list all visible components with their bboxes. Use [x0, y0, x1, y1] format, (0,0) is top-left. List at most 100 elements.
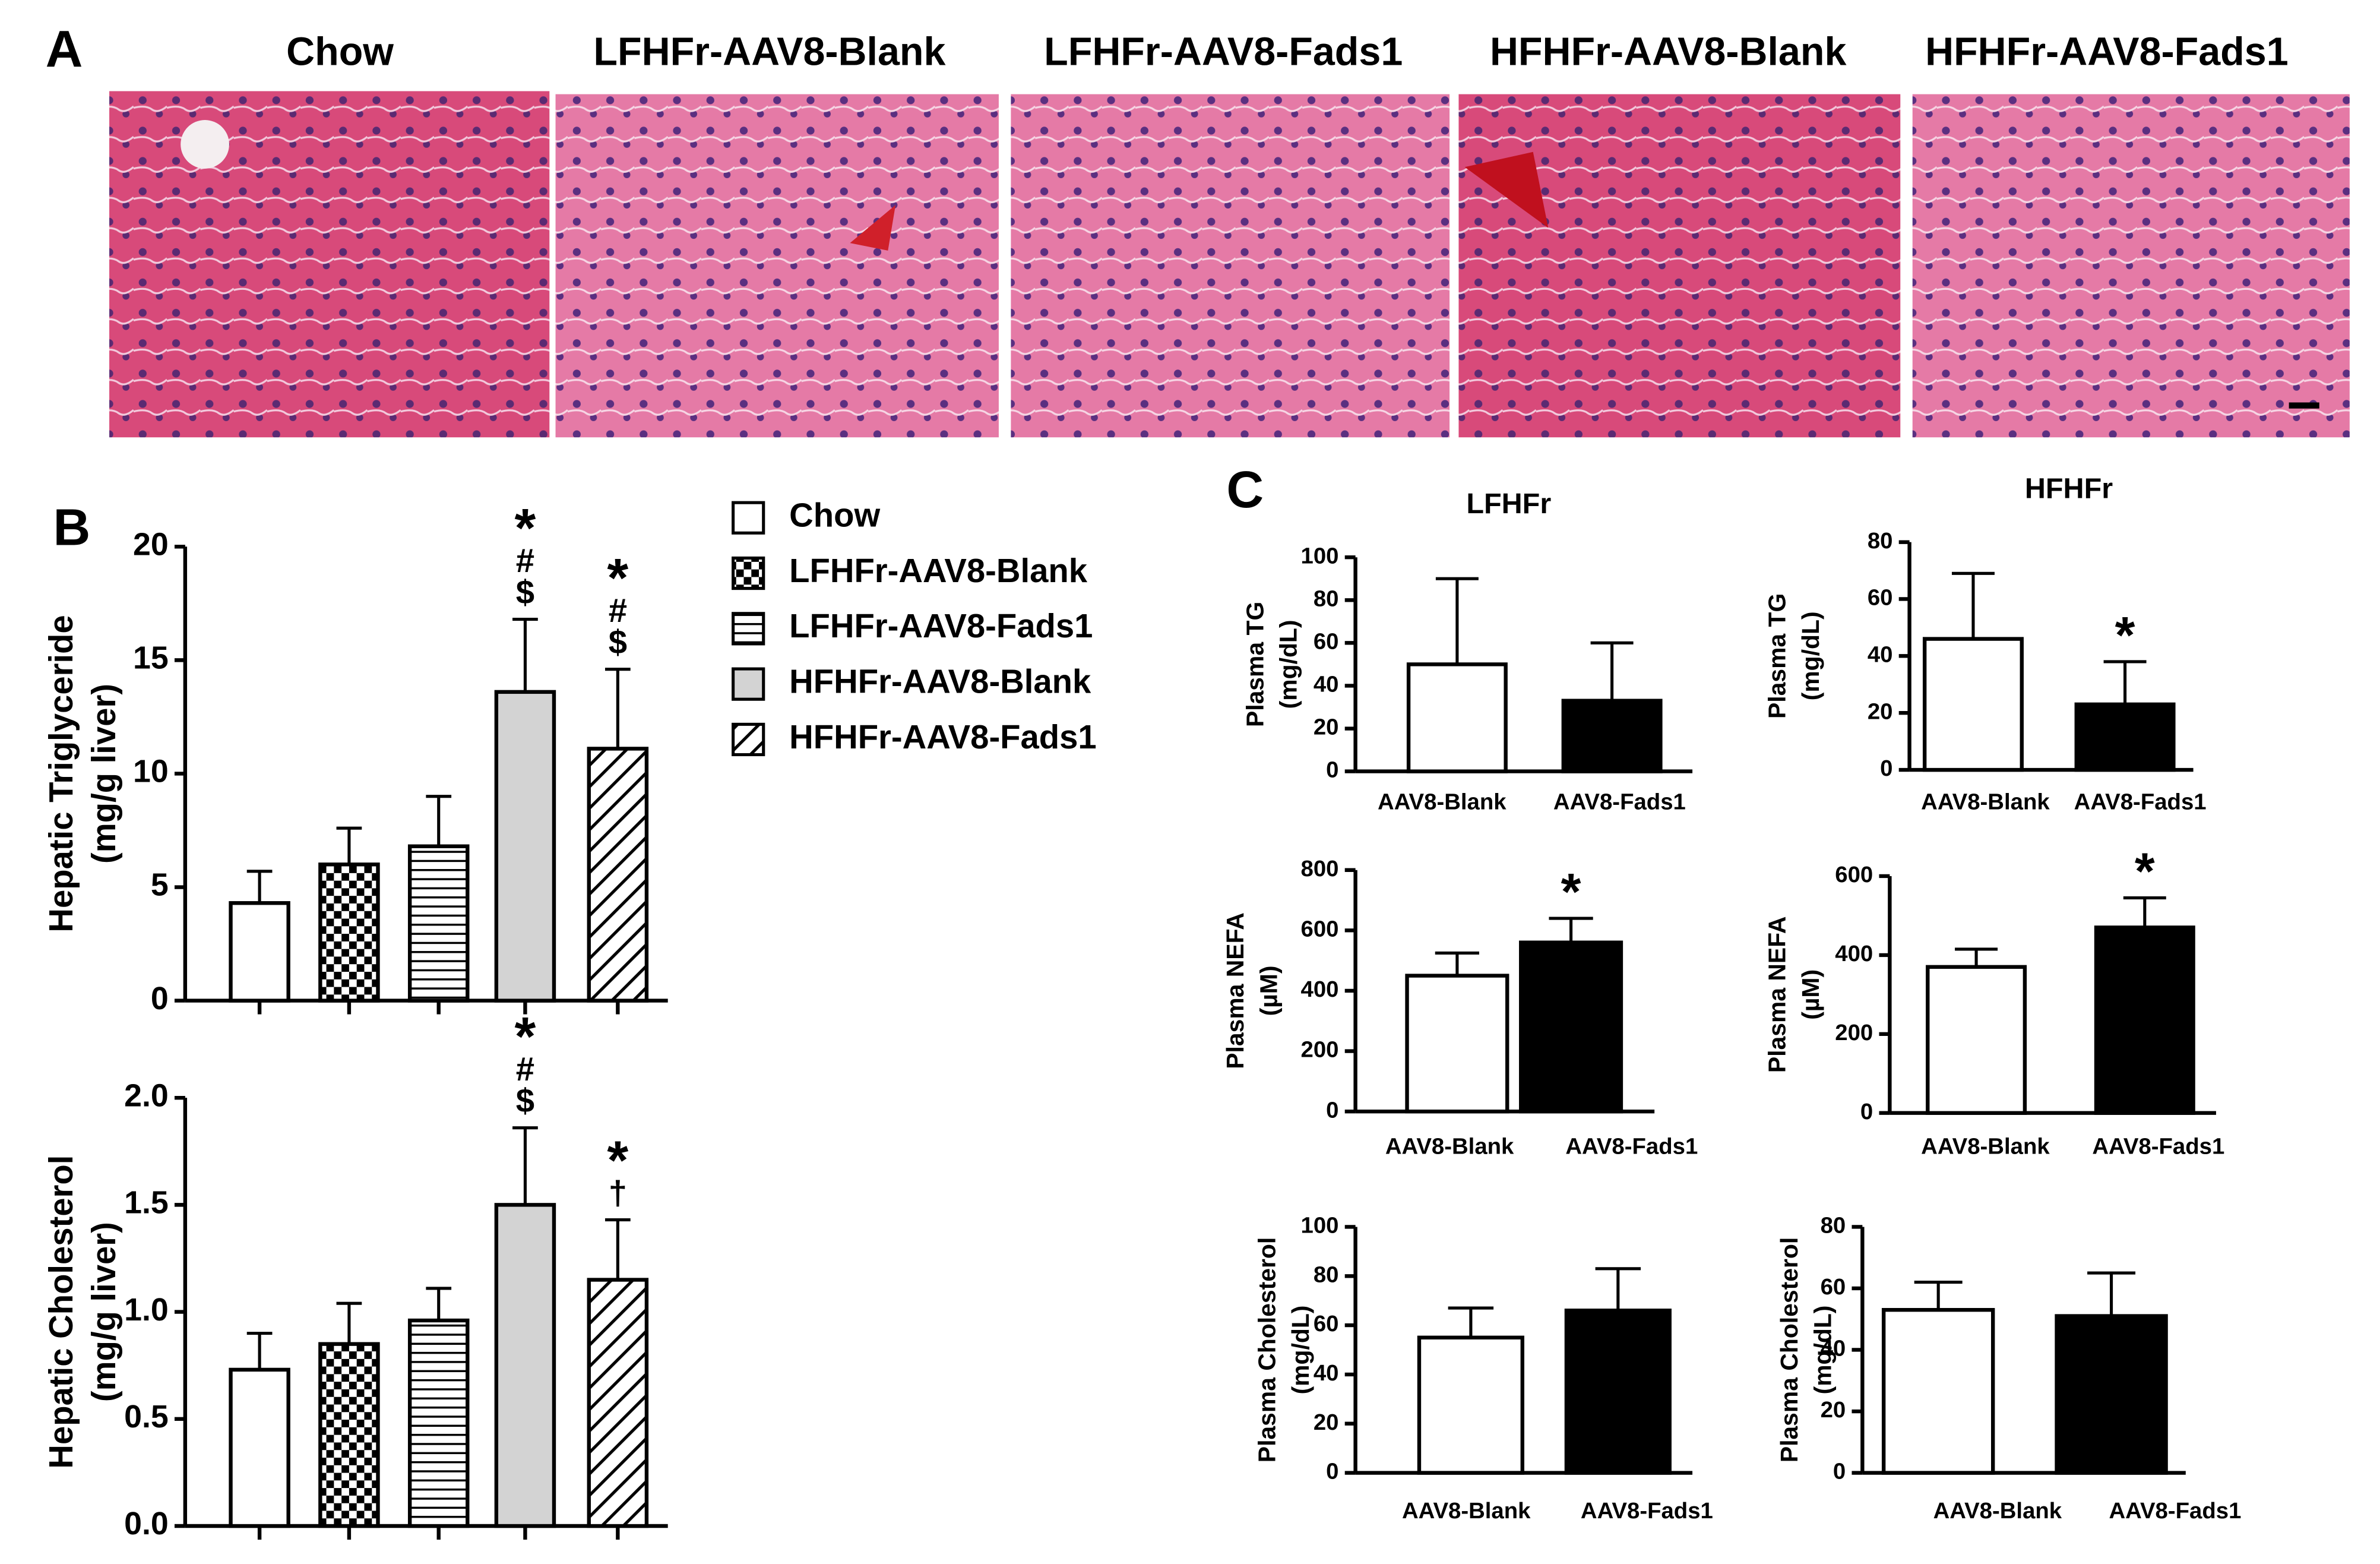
- y-tick-label: 100: [1301, 543, 1339, 568]
- histology-image: [1458, 94, 1901, 438]
- y-axis-label: (µM): [1797, 969, 1824, 1020]
- vessel: [850, 205, 896, 251]
- y-tick-label: 1.5: [124, 1185, 169, 1221]
- bar: [1519, 940, 1623, 1114]
- y-tick-label: 400: [1301, 977, 1339, 1002]
- bar: [318, 1342, 380, 1528]
- bar: [407, 844, 470, 1003]
- column-title: HFHFr: [2025, 473, 2113, 505]
- y-tick-label: 60: [1314, 1311, 1339, 1336]
- histology-images: [109, 91, 2350, 438]
- y-tick-label: 80: [1314, 1262, 1339, 1287]
- legend-label: LFHFr-AAV8-Fads1: [789, 607, 1093, 644]
- y-tick-label: 0: [1326, 1097, 1338, 1123]
- y-tick-label: 0: [1880, 756, 1892, 781]
- y-tick-label: 60: [1821, 1274, 1846, 1300]
- y-tick-label: 800: [1301, 856, 1339, 881]
- legend-label: HFHFr-AAV8-Blank: [789, 662, 1091, 700]
- y-tick-label: 0.5: [124, 1399, 169, 1435]
- x-tick-label: AAV8-Blank: [1921, 789, 2050, 814]
- y-tick-label: 200: [1835, 1020, 1873, 1045]
- panel-label: A: [46, 21, 83, 78]
- y-tick-label: 200: [1301, 1037, 1339, 1063]
- y-tick-label: 40: [1314, 1360, 1339, 1386]
- y-tick-label: 600: [1835, 862, 1873, 887]
- panel-label: C: [1226, 461, 1264, 519]
- y-tick-label: 0: [151, 981, 169, 1016]
- y-axis-label: Plasma TG: [1764, 593, 1791, 719]
- y-axis-label: (µM): [1255, 966, 1282, 1016]
- bar: [2094, 925, 2195, 1115]
- bar: [2074, 702, 2176, 772]
- bar: [587, 1278, 649, 1528]
- significance-mark: #: [516, 1050, 534, 1088]
- y-axis-label: Plasma NEFA: [1764, 917, 1791, 1073]
- significance-mark: *: [515, 1006, 536, 1067]
- image-title: LFHFr-AAV8-Fads1: [1044, 30, 1403, 74]
- legend-swatch: [732, 501, 765, 535]
- significance-mark: $: [516, 1082, 534, 1119]
- y-tick-label: 100: [1301, 1213, 1339, 1238]
- legend-swatch: [732, 722, 765, 757]
- bar: [1881, 1308, 1995, 1475]
- y-axis-label: (mg/g liver): [85, 684, 122, 864]
- y-axis-label: (mg/g liver): [85, 1222, 122, 1402]
- x-tick-label: AAV8-Fads1: [1565, 1134, 1698, 1159]
- panel-label: B: [53, 499, 90, 557]
- y-axis-label: Plasma NEFA: [1221, 912, 1249, 1069]
- y-tick-label: 2.0: [124, 1078, 169, 1113]
- legend-swatch: [732, 612, 765, 646]
- histology-image: [1011, 94, 1450, 438]
- significance-mark: *: [2135, 842, 2155, 900]
- bar: [229, 901, 290, 1003]
- y-tick-label: 20: [1314, 715, 1339, 740]
- bar: [494, 1203, 556, 1528]
- x-tick-label: AAV8-Blank: [1385, 1134, 1514, 1159]
- x-tick-label: AAV8-Fads1: [2074, 789, 2207, 814]
- y-tick-label: 15: [133, 640, 169, 676]
- y-tick-label: 60: [1314, 628, 1339, 654]
- y-axis-label: Plasma Cholesterol: [1254, 1237, 1281, 1462]
- significance-mark: $: [609, 623, 627, 661]
- y-tick-label: 40: [1314, 672, 1339, 697]
- x-tick-label: AAV8-Blank: [1933, 1498, 2062, 1524]
- bar: [1406, 662, 1508, 773]
- y-tick-label: 20: [133, 526, 169, 562]
- bar: [229, 1367, 290, 1528]
- y-tick-label: 20: [1868, 699, 1893, 724]
- x-tick-label: AAV8-Fads1: [2092, 1134, 2224, 1159]
- bar: [318, 862, 380, 1003]
- x-tick-label: AAV8-Fads1: [2109, 1498, 2241, 1524]
- bar: [2055, 1314, 2168, 1475]
- histology-image: [555, 94, 999, 438]
- bar: [1561, 699, 1663, 773]
- y-axis-label: (mg/dL): [1809, 1306, 1836, 1395]
- image-title: Chow: [286, 30, 394, 74]
- y-tick-label: 40: [1821, 1336, 1846, 1361]
- histology-image: [109, 91, 550, 438]
- y-tick-label: 80: [1821, 1213, 1846, 1238]
- y-tick-label: 60: [1868, 585, 1893, 611]
- column-title: LFHFr: [1466, 488, 1551, 520]
- y-axis-label: (mg/dL): [1797, 611, 1824, 700]
- y-tick-label: 5: [151, 867, 169, 903]
- significance-mark: #: [609, 592, 627, 629]
- y-tick-label: 40: [1868, 642, 1893, 667]
- legend-swatch: [732, 667, 765, 701]
- significance-mark: $: [516, 573, 534, 611]
- legend-label: HFHFr-AAV8-Fads1: [789, 718, 1096, 756]
- significance-mark: *: [515, 497, 536, 558]
- vessel: [1464, 151, 1549, 228]
- y-tick-label: 0: [1326, 757, 1338, 783]
- bar: [1564, 1309, 1672, 1475]
- vessel: [181, 120, 229, 169]
- y-tick-label: 20: [1314, 1410, 1339, 1435]
- bar: [494, 690, 556, 1003]
- y-tick-label: 0: [1860, 1099, 1873, 1124]
- y-axis-label: Hepatic Cholesterol: [42, 1155, 80, 1469]
- significance-mark: *: [607, 1130, 628, 1191]
- y-tick-label: 10: [133, 754, 169, 789]
- bar: [1926, 965, 2027, 1115]
